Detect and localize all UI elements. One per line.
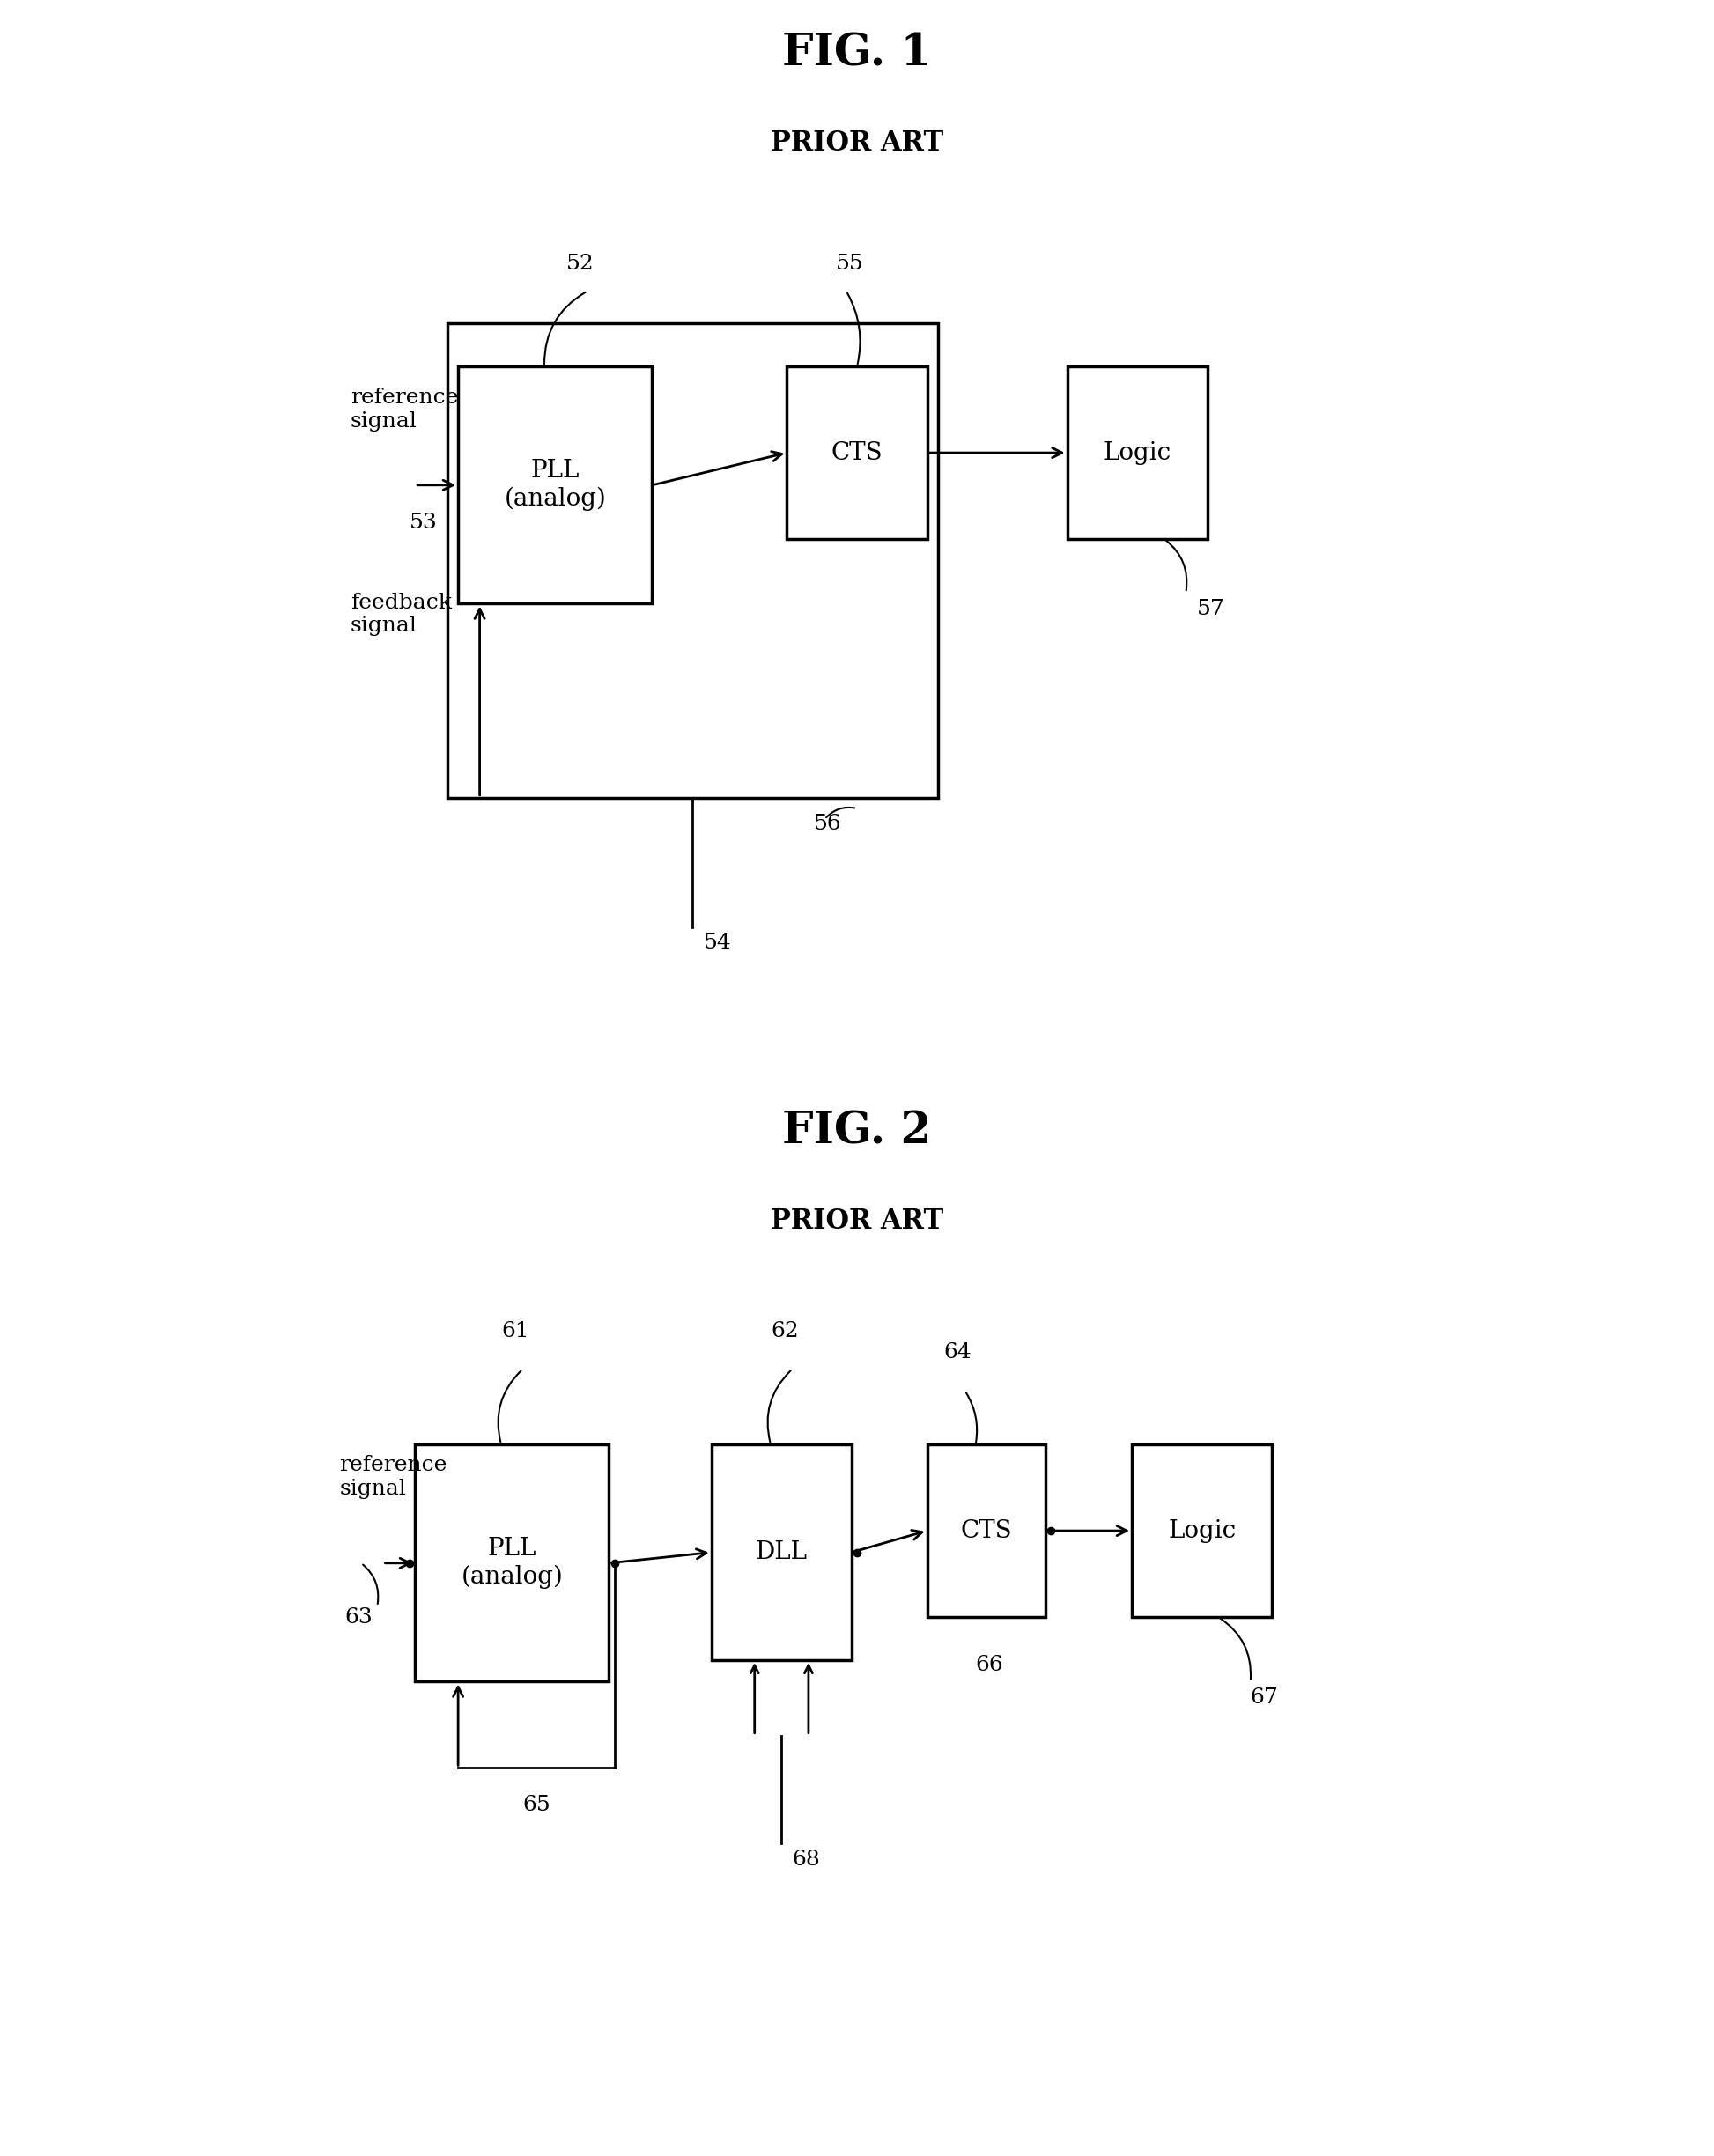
Text: 67: 67	[1251, 1688, 1279, 1708]
FancyBboxPatch shape	[787, 367, 927, 539]
Text: 55: 55	[835, 254, 864, 274]
Text: Logic: Logic	[1104, 440, 1171, 466]
Text: 54: 54	[703, 934, 732, 953]
Text: FIG. 2: FIG. 2	[782, 1110, 932, 1153]
FancyBboxPatch shape	[927, 1445, 1046, 1617]
Text: 52: 52	[566, 254, 593, 274]
Text: DLL: DLL	[756, 1539, 807, 1565]
Text: 61: 61	[500, 1322, 530, 1341]
Text: 57: 57	[1196, 599, 1224, 619]
Text: 62: 62	[771, 1322, 799, 1341]
Text: 64: 64	[943, 1343, 972, 1363]
FancyBboxPatch shape	[1131, 1445, 1272, 1617]
Text: 68: 68	[792, 1850, 821, 1869]
Text: Logic: Logic	[1167, 1518, 1236, 1544]
Text: reference
signal: reference signal	[350, 388, 458, 431]
FancyBboxPatch shape	[415, 1445, 608, 1682]
Text: CTS: CTS	[831, 440, 883, 466]
Text: 53: 53	[410, 513, 437, 533]
Text: PLL
(analog): PLL (analog)	[461, 1537, 562, 1589]
Text: FIG. 1: FIG. 1	[782, 32, 932, 75]
Text: PLL
(analog): PLL (analog)	[504, 459, 607, 511]
Text: feedback
signal: feedback signal	[350, 593, 451, 636]
Text: 56: 56	[814, 815, 842, 834]
Text: 63: 63	[345, 1606, 374, 1628]
Text: PRIOR ART: PRIOR ART	[771, 1207, 943, 1235]
FancyBboxPatch shape	[458, 367, 651, 604]
Text: CTS: CTS	[960, 1518, 1013, 1544]
FancyBboxPatch shape	[1068, 367, 1207, 539]
Text: 66: 66	[975, 1656, 1004, 1675]
Text: PRIOR ART: PRIOR ART	[771, 129, 943, 157]
Text: 65: 65	[523, 1796, 550, 1815]
FancyBboxPatch shape	[711, 1445, 852, 1660]
Text: reference
signal: reference signal	[339, 1455, 447, 1498]
